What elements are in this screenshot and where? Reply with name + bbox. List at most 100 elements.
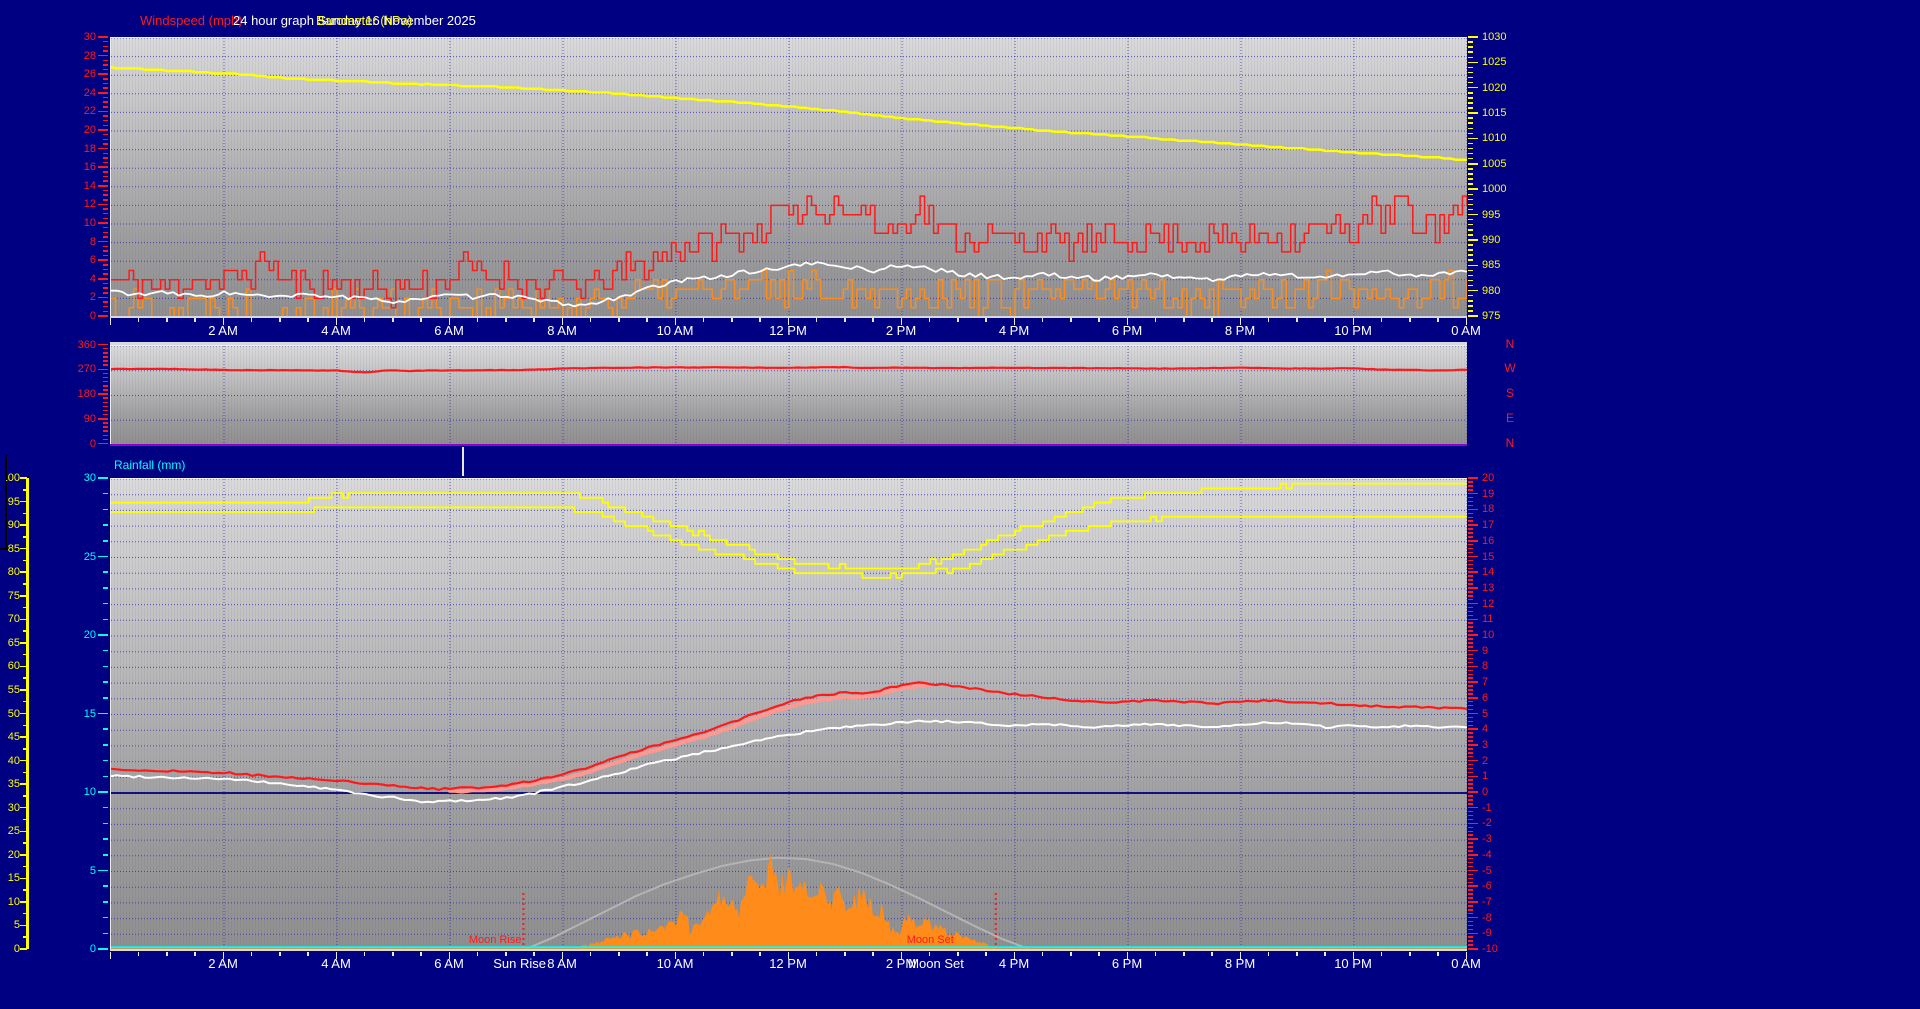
axis-tick	[1468, 524, 1478, 526]
time-tick	[533, 318, 535, 322]
axis-tick	[103, 292, 108, 294]
axis-tick	[1468, 846, 1473, 848]
axis-tick-label: 995	[1482, 208, 1501, 221]
axis-tick	[23, 559, 27, 562]
time-tick	[1041, 318, 1044, 322]
axis-tick	[20, 571, 27, 573]
axis-tick	[1468, 56, 1473, 59]
axis-tick	[103, 87, 108, 89]
axis-tick	[103, 681, 108, 683]
axis-tick	[98, 418, 108, 420]
axis-tick	[1468, 708, 1473, 711]
humidity-tick-label: 100	[6, 472, 20, 484]
humidity-tick-label-text: 60	[7, 660, 20, 673]
axis-tick	[1468, 669, 1473, 672]
axis-tick	[103, 40, 108, 43]
axis-tick	[1468, 117, 1473, 119]
axis-tick	[103, 157, 108, 159]
axis-tick	[98, 73, 108, 75]
axis-tick-label: -9	[1482, 927, 1492, 940]
axis-tick	[103, 901, 108, 903]
axis-tick-label: -2	[1482, 817, 1492, 830]
axis-tick	[20, 477, 27, 479]
event-plot-label: Moon Rise	[468, 934, 522, 946]
hour-label-bottom: 8 AM	[547, 956, 577, 971]
axis-tick	[1468, 854, 1478, 856]
axis-tick-label: 6	[89, 254, 96, 267]
axis-tick-label: 0	[89, 437, 96, 450]
axis-tick	[98, 634, 108, 636]
series-solar-radiation	[573, 855, 998, 950]
axis-tick	[98, 110, 108, 113]
axis-tick	[1468, 294, 1473, 297]
axis-tick	[23, 771, 27, 774]
hour-label-top: 2 AM	[208, 323, 238, 338]
hour-label-top: 0 AM	[1451, 323, 1481, 338]
axis-tick	[103, 268, 108, 271]
axis-tick	[1468, 634, 1478, 636]
axis-tick	[1468, 681, 1478, 683]
time-tick	[1183, 952, 1185, 956]
axis-tick-label: 10	[83, 786, 96, 798]
axis-tick	[1468, 803, 1473, 805]
time-tick	[222, 952, 224, 959]
humidity-tick-label-text: 90	[7, 519, 20, 532]
humidity-tick-label: 10	[6, 896, 20, 908]
axis-tick	[1468, 157, 1473, 160]
axis-tick	[1468, 897, 1473, 899]
axis-tick	[1468, 41, 1473, 43]
axis-tick-label: 1015	[1482, 107, 1507, 120]
hour-label-bottom: 4 PM	[998, 956, 1030, 971]
time-tick	[1380, 318, 1383, 322]
axis-tick-label: 20	[83, 124, 96, 136]
axis-tick-label: 17	[1482, 519, 1495, 532]
axis-tick	[1468, 218, 1473, 221]
axis-tick	[1468, 920, 1473, 923]
time-tick	[307, 952, 309, 956]
axis-tick	[1468, 183, 1473, 185]
axis-tick	[1468, 861, 1473, 864]
axis-tick-label: 20	[83, 629, 96, 641]
axis-tick	[1468, 657, 1473, 660]
time-tick	[363, 952, 366, 956]
axis-tick	[103, 413, 108, 416]
axis-tick	[98, 92, 108, 94]
axis-tick	[20, 618, 27, 621]
time-tick	[1465, 952, 1467, 959]
time-tick	[448, 952, 450, 959]
time-tick	[1267, 952, 1270, 956]
axis-tick	[1468, 92, 1473, 94]
axis-tick	[98, 315, 108, 317]
axis-tick	[1468, 598, 1473, 601]
axis-tick	[103, 806, 108, 809]
axis-tick	[1468, 838, 1478, 840]
axis-tick	[1468, 274, 1473, 277]
axis-tick	[1468, 239, 1478, 241]
axis-tick	[23, 653, 27, 656]
axis-tick	[1468, 638, 1473, 640]
axis-tick	[1468, 127, 1473, 130]
axis-tick	[1468, 653, 1473, 656]
rain-temp-humidity-chart: Moon Rise Moon Set	[110, 478, 1467, 950]
axis-tick	[98, 54, 108, 57]
axis-tick	[1468, 818, 1473, 821]
axis-tick	[1468, 289, 1478, 292]
axis-tick	[103, 409, 108, 412]
time-tick	[1324, 952, 1326, 956]
axis-tick	[1468, 912, 1473, 915]
axis-tick	[1468, 795, 1473, 797]
axis-tick	[103, 226, 108, 229]
axis-tick	[1468, 496, 1473, 499]
axis-tick	[1468, 61, 1478, 64]
axis-tick	[1468, 485, 1473, 487]
axis-tick	[1468, 642, 1473, 644]
humidity-tick-label: 85	[6, 543, 20, 555]
axis-tick	[103, 180, 108, 182]
axis-tick-label: 1005	[1482, 157, 1507, 170]
series-wind-average	[111, 261, 1467, 308]
time-tick	[589, 952, 592, 956]
humidity-tick-label-text: 20	[7, 848, 20, 861]
time-tick	[928, 318, 931, 322]
axis-tick	[1468, 583, 1473, 585]
time-tick	[109, 952, 111, 959]
